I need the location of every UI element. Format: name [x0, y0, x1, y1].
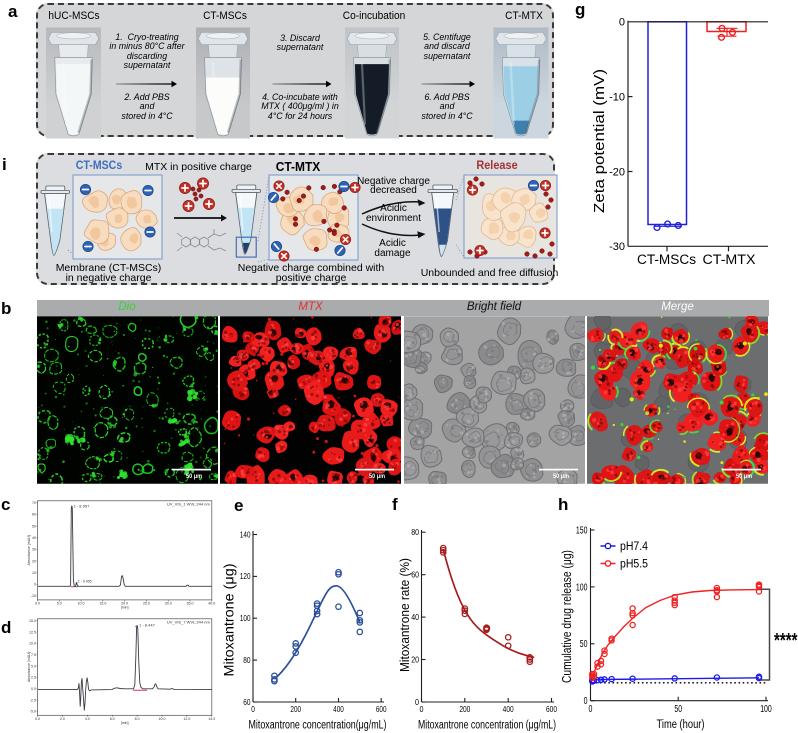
svg-text:Mitoxantrone concentration (μg: Mitoxantrone concentration (μg/mL) — [418, 720, 556, 732]
svg-text:4.0: 4.0 — [85, 717, 90, 721]
svg-text:-5.0: -5.0 — [30, 710, 36, 714]
svg-text:-10: -10 — [31, 594, 36, 598]
svg-text:[min]: [min] — [121, 721, 129, 725]
svg-text:15.0: 15.0 — [29, 619, 36, 623]
svg-text:0.0: 0.0 — [31, 687, 36, 691]
svg-text:14.0: 14.0 — [208, 717, 215, 721]
svg-text:Mitoxantrone (μg): Mitoxantrone (μg) — [222, 564, 237, 677]
svg-text:50 μm: 50 μm — [369, 473, 385, 480]
svg-text:30.0: 30.0 — [165, 602, 172, 606]
svg-text:25.0: 25.0 — [143, 602, 150, 606]
svg-text:7.5: 7.5 — [31, 653, 36, 657]
svg-text:200: 200 — [290, 705, 301, 714]
svg-text:Zeta potential (mV): Zeta potential (mV) — [592, 69, 608, 213]
svg-text:50: 50 — [674, 704, 682, 715]
svg-text:10: 10 — [32, 571, 36, 575]
svg-text:40: 40 — [32, 536, 36, 540]
svg-text:0: 0 — [589, 704, 593, 715]
svg-text:100: 100 — [760, 704, 772, 715]
svg-text:12.0: 12.0 — [183, 717, 190, 721]
svg-text:0: 0 — [251, 705, 255, 714]
svg-text:50 μm: 50 μm — [186, 473, 202, 480]
svg-text:30: 30 — [32, 548, 36, 552]
svg-text:0: 0 — [420, 705, 424, 714]
svg-text:CT-MTX: CT-MTX — [703, 252, 756, 267]
svg-text:35.0: 35.0 — [187, 602, 194, 606]
svg-text:UV_VIS_1 WVL:244 nm: UV_VIS_1 WVL:244 nm — [167, 501, 211, 506]
svg-text:60: 60 — [411, 571, 419, 580]
svg-text:2.0: 2.0 — [60, 717, 65, 721]
svg-text:80: 80 — [411, 528, 419, 537]
svg-text:[min]: [min] — [121, 606, 129, 610]
svg-text:Mitoxantrone concentration(μg/: Mitoxantrone concentration(μg/mL) — [249, 720, 387, 732]
svg-text:CT-MSCs: CT-MSCs — [637, 252, 696, 267]
svg-text:6.0: 6.0 — [110, 717, 115, 721]
svg-text:10.0: 10.0 — [29, 642, 36, 646]
svg-text:****: **** — [774, 630, 798, 652]
svg-text:140: 140 — [240, 530, 251, 539]
svg-text:0: 0 — [34, 583, 36, 587]
svg-text:1 - 8.957: 1 - 8.957 — [74, 504, 91, 509]
svg-text:10.0: 10.0 — [78, 602, 85, 606]
svg-text:0: 0 — [619, 17, 625, 29]
svg-text:20.0: 20.0 — [121, 602, 128, 606]
svg-text:50 μm: 50 μm — [553, 473, 569, 480]
svg-text:5.0: 5.0 — [31, 664, 36, 668]
svg-text:400: 400 — [503, 705, 514, 714]
svg-text:0: 0 — [584, 696, 588, 707]
svg-text:Absorbance [mAU]: Absorbance [mAU] — [27, 652, 31, 682]
svg-text:150: 150 — [576, 525, 588, 536]
svg-text:8.0: 8.0 — [135, 717, 140, 721]
svg-text:Absorbance [mAU]: Absorbance [mAU] — [27, 535, 31, 565]
svg-text:60: 60 — [243, 698, 251, 707]
svg-text:-30: -30 — [609, 241, 625, 253]
svg-text:40.0: 40.0 — [208, 602, 215, 606]
svg-text:120: 120 — [240, 572, 251, 581]
svg-text:12.5: 12.5 — [29, 630, 36, 634]
svg-text:5.0: 5.0 — [57, 602, 62, 606]
svg-text:10.0: 10.0 — [159, 717, 166, 721]
svg-text:100: 100 — [240, 614, 251, 623]
svg-text:40: 40 — [411, 613, 419, 622]
svg-text:50: 50 — [580, 639, 588, 650]
svg-text:pH5.5: pH5.5 — [620, 559, 648, 571]
svg-text:15.0: 15.0 — [99, 602, 106, 606]
svg-text:20: 20 — [411, 656, 419, 665]
svg-text:2 - 9.905: 2 - 9.905 — [78, 580, 92, 584]
svg-text:Time (hour): Time (hour) — [657, 719, 705, 731]
svg-text:50: 50 — [32, 524, 36, 528]
svg-text:1 - 8.447: 1 - 8.447 — [139, 623, 156, 628]
svg-text:2.5: 2.5 — [31, 676, 36, 680]
svg-text:0: 0 — [415, 698, 419, 707]
svg-text:70: 70 — [32, 501, 36, 505]
svg-text:Mitoxantrone rate (%): Mitoxantrone rate (%) — [397, 558, 412, 672]
svg-text:-20: -20 — [609, 166, 625, 178]
svg-text:50 μm: 50 μm — [736, 473, 752, 480]
svg-text:100: 100 — [576, 582, 588, 593]
svg-text:80: 80 — [243, 656, 251, 665]
svg-text:20: 20 — [32, 559, 36, 563]
svg-text:-2.5: -2.5 — [30, 698, 36, 702]
svg-text:pH7.4: pH7.4 — [620, 541, 649, 553]
svg-text:600: 600 — [546, 705, 557, 714]
svg-text:Cumulative drug release (μg): Cumulative drug release (μg) — [560, 550, 574, 683]
svg-text:200: 200 — [459, 705, 470, 714]
svg-text:UV_VIS_7 WVL:244 nm: UV_VIS_7 WVL:244 nm — [167, 619, 211, 624]
svg-text:0.0: 0.0 — [35, 602, 40, 606]
svg-text:600: 600 — [376, 705, 387, 714]
svg-text:60: 60 — [32, 513, 36, 517]
svg-text:0.0: 0.0 — [35, 717, 40, 721]
svg-text:-10: -10 — [609, 91, 625, 103]
svg-text:400: 400 — [333, 705, 344, 714]
